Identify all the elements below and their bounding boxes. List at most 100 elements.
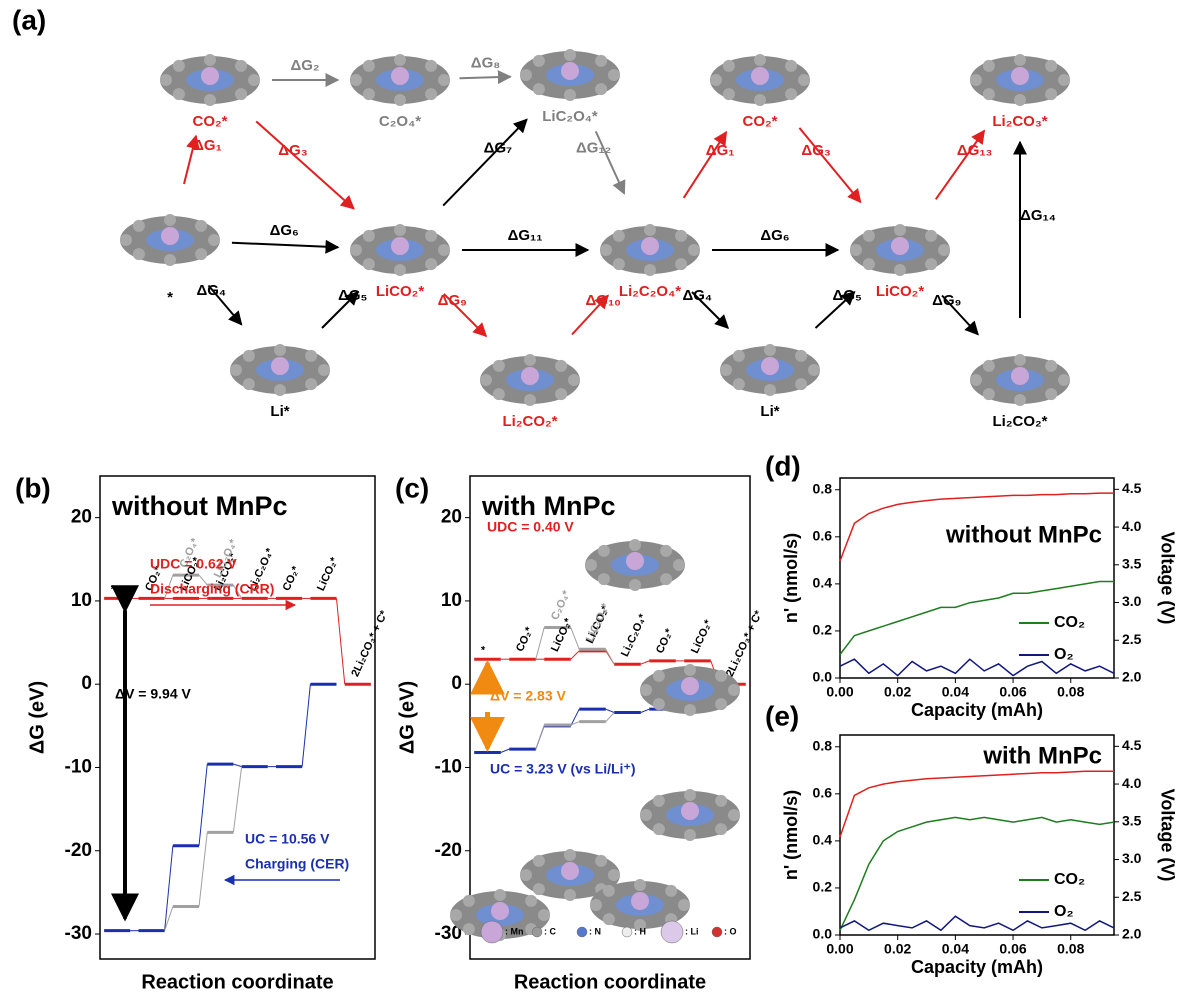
legend-atom [532,927,542,937]
y-tick-label: 0 [451,673,462,694]
molecule-atom [640,684,652,696]
x-tick-label: 0.06 [999,941,1026,957]
legend-atom-label: : O [724,926,737,936]
molecule-atom [600,244,612,256]
molecule-metal [391,237,409,255]
molecule-atom [480,374,492,386]
reaction-arrow [936,131,984,200]
level-connector [571,651,579,659]
level-connector [337,598,345,684]
state-label: LiCO₂* [549,616,575,654]
edge-label: ΔG₂ [290,57,319,74]
y2-tick-label: 2.0 [1122,926,1142,942]
y2-tick-label: 4.5 [1122,480,1142,496]
reaction-arrow [232,243,338,248]
molecule-atom [629,539,641,551]
y-tick-label: 20 [71,507,92,528]
molecule-metal [201,67,219,85]
legend-atom [481,921,503,943]
x-tick-label: 0.02 [884,941,911,957]
edge-label: ΔG₃ [801,142,830,159]
molecule-atom [863,258,875,270]
state-label: CO₂* [281,564,303,593]
molecule-atom [204,94,216,106]
level-connector [199,764,207,846]
molecule-icon [600,224,700,276]
state-label: LiCO₂* [689,618,715,656]
edge-label: ΔG₇ [484,139,512,156]
molecule-atom [675,258,687,270]
chart-title: without MnPc [111,491,287,521]
molecule-atom [1058,374,1070,386]
node-label: LiCO₂* [376,283,424,300]
node-label: CO₂* [192,113,227,130]
chart-title: without MnPc [945,521,1102,548]
molecule-icon [720,344,820,396]
node-label: Li₂C₂O₄* [619,283,681,300]
node-label: C₂O₄* [379,113,421,130]
molecule-atom [494,889,506,901]
molecule-atom [640,809,652,821]
molecule-atom [715,795,727,807]
molecule-atom [1045,360,1057,372]
edge-label: ΔG₁ [706,142,735,159]
molecule-atom [925,258,937,270]
molecule-atom [678,899,690,911]
reaction-arrow [460,77,511,79]
legend-atom-label: : H [634,926,646,936]
molecule-atom [533,55,545,67]
edge-label: ΔG₉ [932,292,961,309]
y2-axis-title: Voltage (V) [1157,532,1177,625]
molecule-atom [520,69,532,81]
molecule-atom [394,264,406,276]
y2-tick-label: 4.0 [1122,775,1142,791]
molecule-atom [863,230,875,242]
molecule-atom [538,909,550,921]
molecule-metal [751,67,769,85]
annotation: UDC = 0.40 V [487,519,574,535]
legend-label: CO₂ [1054,871,1085,888]
data-line [840,771,1114,837]
molecule-atom [438,74,450,86]
molecule-atom [754,54,766,66]
molecule-metal [561,862,579,880]
molecule-atom [555,360,567,372]
molecule-atom [728,684,740,696]
molecule-atom [733,378,745,390]
molecule-atom [684,704,696,716]
molecule-icon [585,539,685,591]
molecule-atom [133,248,145,260]
molecule-atom [493,360,505,372]
state-label: * [109,583,122,593]
annotation: Discharging (CRR) [150,581,274,597]
x-axis-title: Reaction coordinate [514,971,706,992]
y-tick-label: 0.0 [813,926,833,942]
node-label: Li* [270,403,289,420]
molecule-metal [491,902,509,920]
molecule-atom [305,350,317,362]
y-tick-label: 0.6 [813,528,833,544]
molecule-atom [235,88,247,100]
plot-frame [100,476,375,959]
molecule-atom [524,354,536,366]
y2-tick-label: 3.5 [1122,812,1142,828]
y-axis-title: ΔG (eV) [26,681,48,754]
x-axis-title: Reaction coordinate [141,971,333,992]
molecule-atom [1014,94,1026,106]
molecule-atom [533,883,545,895]
molecule-icon [850,224,950,276]
molecule-atom [728,809,740,821]
molecule-metal [561,62,579,80]
molecule-atom [850,244,862,256]
state-label-alt: C₂O₄* [549,588,573,622]
legend-atom-label: : N [589,926,601,936]
molecule-atom [524,394,536,406]
edge-label: ΔG₁₃ [957,142,993,159]
molecule-atom [970,374,982,386]
molecule-atom [684,664,696,676]
molecule-icon [350,224,450,276]
y-tick-label: 10 [441,590,462,611]
edge-label: ΔG₁₄ [1020,207,1056,224]
level-connector [606,709,614,712]
level-connector [606,649,614,664]
